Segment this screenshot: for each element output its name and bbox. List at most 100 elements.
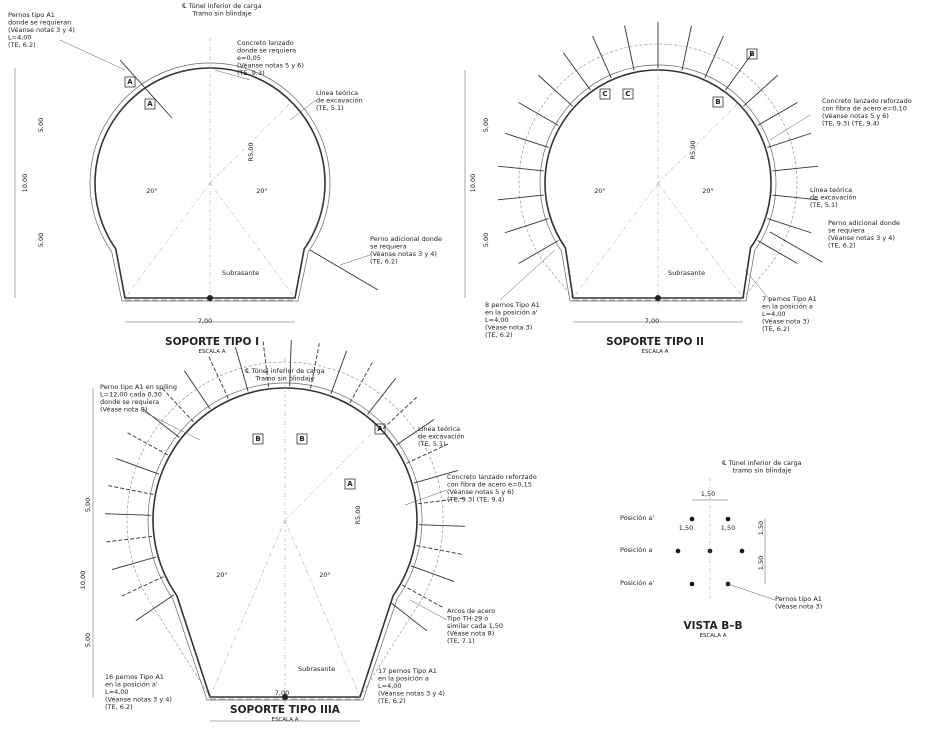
panel-scale: ESCALA A [271,717,298,723]
leader [59,39,126,71]
panel-title: SOPORTE TIPO I [165,336,259,348]
section-mark-box [622,88,634,100]
annotation: L=4,00 [8,34,32,42]
section-mark: A [347,480,353,488]
annotation: Línea teórica [316,89,358,97]
rock-bolt [330,350,347,395]
rock-bolt [382,396,417,429]
rock-bolt [183,370,211,410]
annotation: en la posición a' [485,308,538,316]
annotation: (Véanse notas 3 y 4) [828,234,895,242]
section-mark-box [712,96,724,108]
annotation: e=0,05 [237,54,261,62]
section-mark: A [127,78,133,86]
radius-line [657,182,744,299]
annotation: (Véanse notas 5 y 6) [822,112,889,120]
annotation: ℄ Túnel inferior de carga [182,2,261,10]
annotation: en la posición a' [105,680,158,688]
rock-bolt [262,341,270,388]
annotation: Subrasante [222,269,259,277]
annotation: Posición a' [620,579,654,587]
panel-scale: ESCALA A [198,349,225,355]
rock-bolt [401,584,443,608]
annotation: 16 pernos Tipo A1 [105,673,164,681]
annotation: (Véanse notas 5 y 6) [237,62,304,70]
annotation: (TE, 5.1) [316,104,344,112]
rock-bolt [504,218,549,234]
rock-bolt [563,52,591,91]
rock-bolt [111,556,157,571]
dimension-label: 5,00 [482,118,490,132]
radius-line [209,101,292,184]
section-mark: B [715,98,720,106]
rock-bolt [410,565,455,582]
tunnel-lining [152,387,418,698]
annotation: Tramo sin blindaje [254,374,314,382]
dimension-label: 7,00 [275,689,289,697]
rock-bolt [395,418,435,446]
annotation: (TE, 5.1) [418,440,446,448]
panel-title: SOPORTE TIPO II [606,336,704,348]
annotation: (Véanse notas 5 y 6) [447,488,514,496]
annotation: L=4,00 [378,682,402,690]
leader [744,269,771,301]
rock-bolt [624,25,635,71]
annotation: (Véanse notas 3 y 4) [378,690,445,698]
section-mark-box [746,48,758,60]
panel-title: SOPORTE TIPO IIIA [230,704,341,716]
annotation: (TE, 9.3) (TE, 9.4) [447,496,504,504]
annotation: (Véanse notas 3 y 4) [105,696,172,704]
annotation: de excavación [418,432,465,440]
annotation: Posición a [620,546,652,554]
radius-line [284,519,361,698]
annotation: ℄ Túnel inferior de carga [245,367,324,375]
annotation: (Véase nota 3) [775,602,822,610]
annotation: donde se requieran [8,18,71,26]
section-mark-box [344,478,356,490]
rock-bolt [769,231,823,263]
dimension-label: R5,00 [354,506,362,525]
radius-line [657,102,739,184]
section-mark: A [377,425,383,433]
dimension-label: 1,50 [757,521,765,535]
dimension-label: 1,50 [679,524,693,532]
section-mark-box [252,433,264,445]
rock-bolt [234,346,249,392]
annotation: se requiera [370,242,407,250]
panel-scale: ESCALA A [699,633,726,639]
annotation: (TE, 5.1) [810,201,838,209]
rock-bolt [497,194,544,201]
annotation: Subrasante [298,665,335,673]
dimension-label: 20° [594,187,606,195]
rock-bolt [106,535,153,543]
excavation-line [539,64,777,302]
rock-bolt [142,408,180,438]
section-mark-box [599,88,611,100]
annotation: se requiera [828,226,865,234]
annotation: (Véase nota 9) [100,406,147,414]
section-mark: C [625,90,630,98]
annotation: tramo sin blindaje [733,466,792,474]
annotation: Línea teórica [810,186,852,194]
rock-bolt [310,343,320,389]
annotation: Subrasante [668,269,705,277]
dimension-label: 10,00 [79,571,87,590]
rock-bolt [704,35,724,79]
annotation: Posición a' [620,514,654,522]
rock-bolt [390,602,428,632]
rock-bolt [743,74,778,107]
rock-bolt [208,356,229,399]
tunnel-lining [94,67,326,299]
leader [404,489,448,506]
annotation: Perno adicional donde [370,235,442,243]
radius-line [209,519,286,698]
rock-bolt [367,377,397,415]
dimension-label: 5,00 [84,498,92,512]
section-mark: B [749,50,754,58]
panel-scale: ESCALA A [641,349,668,355]
section-mark: B [299,435,304,443]
annotation: (TE, 6.2) [485,331,513,339]
rock-bolt [767,132,812,148]
section-mark-box [124,76,136,88]
